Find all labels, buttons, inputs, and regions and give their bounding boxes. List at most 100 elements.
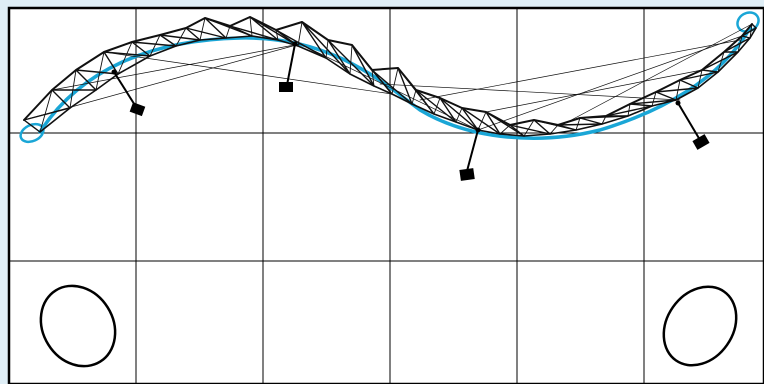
truss-member bbox=[249, 16, 253, 37]
truss-member bbox=[249, 16, 279, 41]
truss-member bbox=[579, 117, 603, 125]
truss-member bbox=[349, 44, 353, 75]
truss-member bbox=[117, 41, 133, 75]
truss-member bbox=[419, 39, 741, 101]
truss-member bbox=[371, 69, 413, 105]
truss-member bbox=[601, 115, 607, 125]
truss-member bbox=[379, 83, 681, 101]
truss-member bbox=[175, 27, 187, 47]
truss-member bbox=[701, 51, 739, 71]
truss-member bbox=[679, 71, 719, 81]
truss-member bbox=[415, 89, 435, 115]
truss-member bbox=[751, 23, 757, 29]
square-weight-icon bbox=[692, 134, 710, 150]
grid bbox=[9, 8, 764, 384]
truss-member bbox=[655, 87, 699, 93]
truss-member bbox=[229, 25, 279, 41]
truss-member bbox=[23, 43, 301, 121]
truss-member bbox=[741, 27, 757, 37]
truss-member bbox=[75, 69, 97, 91]
truss-member bbox=[461, 107, 479, 131]
square-weight-icon bbox=[129, 102, 146, 117]
truss-member bbox=[69, 69, 77, 109]
truss-member bbox=[204, 17, 227, 39]
truss-member bbox=[95, 51, 105, 91]
truss-member bbox=[655, 91, 677, 101]
square-weight-icon bbox=[459, 168, 475, 181]
truss-member bbox=[485, 69, 703, 113]
guide-curve bbox=[38, 26, 752, 140]
truss-member bbox=[39, 89, 53, 133]
truss-member bbox=[717, 51, 725, 73]
truss-member bbox=[533, 119, 551, 135]
truss-member bbox=[549, 124, 559, 135]
truss-member bbox=[557, 123, 603, 126]
truss-member bbox=[51, 43, 301, 91]
truss-member bbox=[559, 23, 753, 127]
truss-member bbox=[51, 89, 71, 109]
truss-member bbox=[523, 119, 535, 137]
truss-member bbox=[575, 117, 581, 131]
truss-member bbox=[701, 69, 719, 73]
truss-member bbox=[675, 79, 681, 101]
truss-member bbox=[75, 69, 119, 75]
truss-member bbox=[371, 69, 375, 87]
right-ellipse-icon bbox=[662, 285, 738, 367]
square-weight-icon bbox=[279, 82, 293, 92]
truss-member bbox=[185, 27, 201, 41]
truss-member bbox=[411, 89, 417, 105]
truss-member bbox=[391, 67, 399, 95]
truss-member bbox=[185, 27, 227, 39]
truss-member bbox=[627, 103, 631, 117]
truss-member bbox=[299, 43, 479, 131]
truss-member bbox=[499, 124, 511, 135]
truss-member bbox=[249, 16, 299, 47]
truss-member bbox=[103, 51, 393, 95]
truss-member bbox=[371, 69, 393, 95]
truss-member bbox=[697, 69, 703, 89]
truss-member bbox=[131, 41, 151, 57]
truss-member bbox=[509, 124, 551, 135]
truss-member bbox=[679, 79, 699, 89]
truss-member bbox=[651, 91, 657, 107]
truss-member bbox=[23, 119, 41, 133]
truss-member bbox=[301, 21, 327, 59]
truss-member bbox=[325, 39, 329, 59]
truss-member bbox=[351, 44, 375, 87]
truss-member bbox=[749, 23, 753, 39]
truss-structure bbox=[23, 16, 757, 137]
left-endpoint-circle-icon bbox=[19, 122, 45, 144]
hanging-weight-3 bbox=[459, 127, 481, 181]
truss-member bbox=[397, 67, 413, 105]
diagram-frame bbox=[7, 6, 764, 384]
hanging-weight-4 bbox=[675, 100, 710, 150]
truss-member bbox=[741, 35, 751, 39]
truss-member bbox=[433, 97, 441, 115]
truss-member bbox=[159, 34, 201, 41]
truss-member bbox=[131, 41, 177, 47]
hanging-weight-2 bbox=[279, 41, 298, 92]
truss-member bbox=[485, 111, 501, 135]
truss-member bbox=[723, 37, 751, 53]
hanging-weights bbox=[111, 41, 710, 181]
hanging-weight-1 bbox=[111, 69, 146, 117]
truss-member bbox=[225, 25, 231, 39]
truss-member bbox=[509, 124, 525, 137]
truss-member bbox=[275, 29, 279, 41]
truss-member bbox=[415, 89, 457, 123]
left-ellipse-icon bbox=[39, 284, 117, 368]
truss-member bbox=[297, 21, 303, 47]
truss-member bbox=[737, 35, 743, 53]
truss-member bbox=[327, 39, 351, 75]
truss-member bbox=[477, 111, 487, 131]
truss-member bbox=[149, 34, 161, 57]
truss-member bbox=[461, 107, 501, 135]
truss-member bbox=[477, 35, 743, 131]
truss-member bbox=[199, 17, 206, 41]
truss-member bbox=[159, 34, 177, 47]
truss-member bbox=[485, 111, 525, 137]
truss-member bbox=[275, 29, 327, 59]
truss-member bbox=[301, 21, 351, 75]
